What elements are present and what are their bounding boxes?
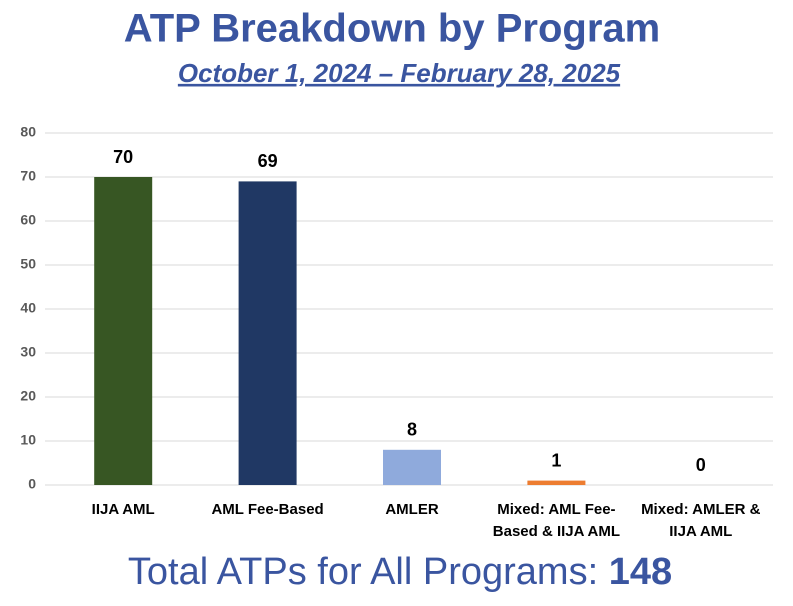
y-tick-label: 20: [20, 388, 36, 404]
value-label: 1: [551, 450, 561, 470]
bar: [238, 181, 297, 485]
value-label: 8: [407, 420, 417, 440]
y-tick-label: 0: [28, 476, 36, 492]
x-tick-label: Mixed: AMLER & IIJA AML: [641, 501, 761, 540]
y-tick-label: 50: [20, 256, 36, 272]
bar: [527, 480, 586, 485]
value-label: 70: [113, 147, 133, 167]
x-tick-label: AML Fee-Based: [211, 501, 324, 518]
y-tick-label: 80: [20, 124, 36, 140]
footer-total: 148: [609, 551, 672, 593]
bar: [383, 449, 441, 485]
x-tick-label: AMLER: [385, 501, 439, 518]
y-tick-label: 10: [20, 432, 36, 448]
footer-text: Total ATPs for All Programs:: [128, 551, 598, 593]
chart-subtitle: October 1, 2024 – February 28, 2025: [178, 58, 621, 88]
chart-title: ATP Breakdown by Program: [124, 7, 660, 51]
y-tick-label: 40: [20, 300, 36, 316]
x-tick-label: Mixed: AML Fee-Based & IIJA AML: [492, 501, 621, 540]
y-tick-label: 70: [20, 168, 36, 184]
y-tick-label: 60: [20, 212, 36, 228]
bar: [94, 177, 153, 485]
value-label: 69: [258, 151, 278, 171]
footer: Total ATPs for All Programs: 148: [128, 551, 672, 593]
value-label: 0: [696, 455, 706, 475]
x-tick-label: IIJA AML: [91, 501, 155, 518]
y-tick-label: 30: [20, 344, 36, 360]
